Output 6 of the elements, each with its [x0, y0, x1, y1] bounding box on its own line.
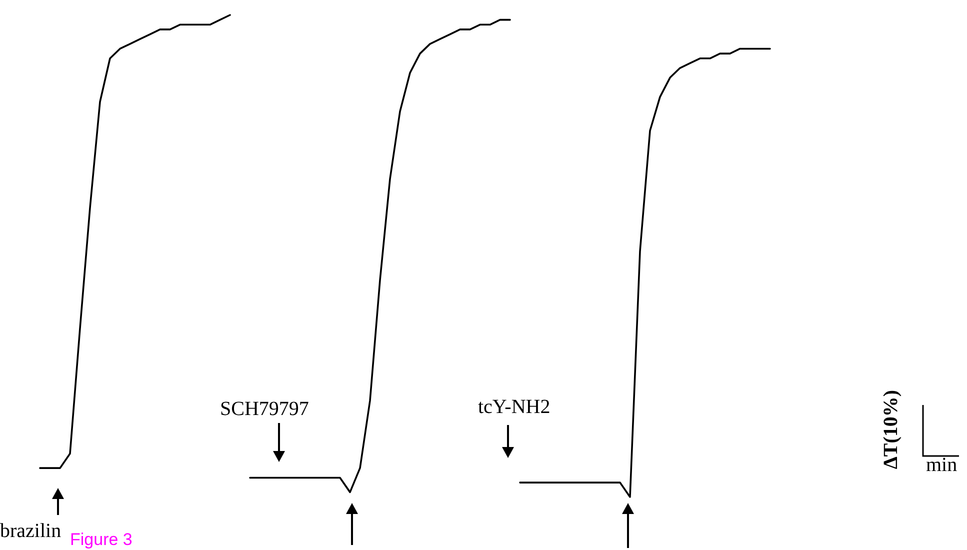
- text: ΔT(10%): [880, 390, 904, 470]
- text: min: [926, 454, 958, 477]
- annotation: tcY-NH2: [478, 396, 550, 419]
- annotation: SCH79797: [220, 398, 309, 421]
- caption: Figure 3: [70, 530, 132, 550]
- text: brazilin: [0, 520, 62, 543]
